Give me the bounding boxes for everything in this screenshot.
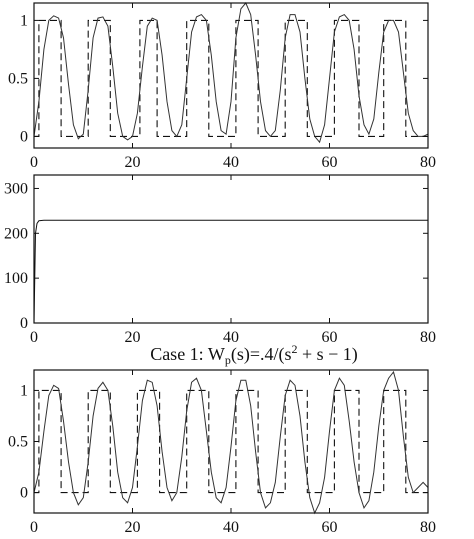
chart-title-subscript: p <box>225 353 231 367</box>
x-tick-label: 40 <box>223 329 239 346</box>
x-tick-label: 40 <box>223 519 239 536</box>
series-line-0 <box>34 389 428 494</box>
chart-panel-top: 0 20 40 60 80 0 0.5 1 <box>8 2 436 171</box>
series-line-1 <box>33 2 429 144</box>
axes-frame <box>33 174 429 324</box>
x-tick-label: 0 <box>30 519 38 536</box>
series-line-1 <box>33 370 429 515</box>
chart-title-middle: (s)=.4/(s <box>231 344 292 365</box>
axes-frame <box>33 2 429 149</box>
x-tick-label: 0 <box>30 329 38 346</box>
x-tick-label: 0 <box>30 154 38 171</box>
chart-panel-bottom: Case 1: Wp(s)=.4/(s2 + s − 1) 0 20 40 60 800… <box>8 342 436 536</box>
x-tick-label: 80 <box>420 154 436 171</box>
x-tick-label: 80 <box>420 519 436 536</box>
chart-panel-middle: 0 20 40 60 80 0 100 200 300 <box>4 174 436 346</box>
y-tick-label: 0 <box>20 315 28 332</box>
chart-title-end: + s − 1) <box>298 344 358 365</box>
y-tick-label: 200 <box>4 225 28 242</box>
x-tick-label: 40 <box>223 154 239 171</box>
y-tick-label: 1 <box>20 12 28 29</box>
y-tick-label: 300 <box>4 180 28 197</box>
x-tick-label: 20 <box>125 329 141 346</box>
chart-title: Case 1: Wp(s)=.4/(s2 + s − 1) <box>150 342 358 367</box>
x-tick-label: 20 <box>125 519 141 536</box>
x-tick-label: 20 <box>125 154 141 171</box>
y-tick-label: 100 <box>4 270 28 287</box>
y-tick-label: 0 <box>20 128 28 145</box>
x-tick-label: 80 <box>420 329 436 346</box>
y-tick-label: 0 <box>20 485 28 502</box>
series-line-0 <box>33 219 428 324</box>
y-tick-label: 1 <box>20 382 28 399</box>
chart-title-superscript: 2 <box>292 342 298 356</box>
x-tick-label: 60 <box>322 329 338 346</box>
x-tick-label: 60 <box>322 519 338 536</box>
axes-frame <box>33 369 429 514</box>
y-tick-label: 0.5 <box>8 70 28 87</box>
y-tick-label: 0.5 <box>8 434 28 451</box>
series-line-0 <box>34 19 428 137</box>
x-tick-label: 60 <box>322 154 338 171</box>
